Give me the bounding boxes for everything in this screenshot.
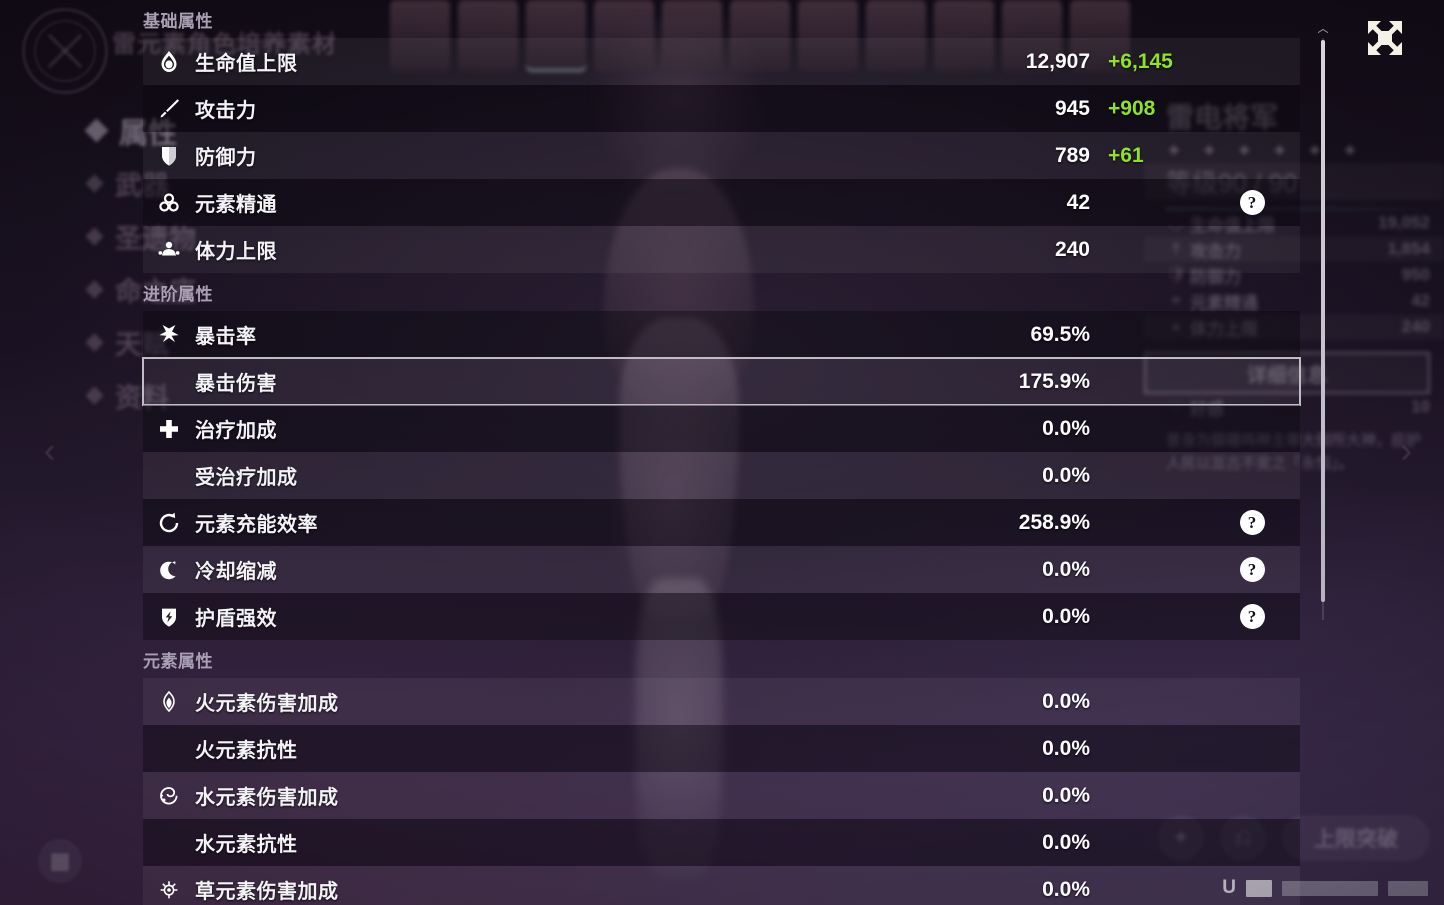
help-icon[interactable]: ? — [1239, 510, 1265, 535]
stat-row-crit-dmg[interactable]: 暴击伤害 175.9% ? — [142, 357, 1301, 406]
shield-icon — [143, 143, 195, 169]
stat-row-dendro-dmg-bonus[interactable]: 草元素伤害加成 0.0% ? — [143, 866, 1300, 905]
stat-value: 0.0% — [1042, 416, 1090, 440]
stat-value: 0.0% — [1042, 604, 1090, 628]
stat-row-shield-strength[interactable]: 护盾强效 0.0% ? — [143, 593, 1300, 640]
stat-row-elemental-mastery[interactable]: 元素精通 42 ? — [143, 179, 1300, 226]
help-icon[interactable]: ? — [1239, 190, 1265, 215]
dendro-icon — [143, 877, 195, 903]
section-header-elemental: 元素属性 — [143, 651, 213, 671]
stat-label: 暴击伤害 — [195, 373, 277, 395]
stat-value: 42 — [1066, 190, 1090, 214]
stats-detail-panel: 基础属性 生命值上限 12,907 +6,145 ? 攻击力 945 +908 … — [0, 11, 1310, 905]
stat-value: 0.0% — [1042, 689, 1090, 713]
stat-rows-base: 生命值上限 12,907 +6,145 ? 攻击力 945 +908 ? 防御力… — [0, 38, 1310, 273]
expand-close-icon[interactable] — [1364, 17, 1406, 59]
stat-row-energy-recharge[interactable]: 元素充能效率 258.9% ? — [143, 499, 1300, 546]
stat-bonus: +6,145 — [1108, 49, 1173, 73]
stat-bonus: +61 — [1108, 143, 1144, 167]
stat-row-healing-bonus[interactable]: 治疗加成 0.0% ? — [143, 405, 1300, 452]
stat-value: 0.0% — [1042, 557, 1090, 581]
stat-value: 0.0% — [1042, 783, 1090, 807]
stat-row-atk[interactable]: 攻击力 945 +908 ? — [143, 85, 1300, 132]
stat-label: 火元素伤害加成 — [195, 693, 339, 715]
stat-row-stamina[interactable]: 体力上限 240 ? — [143, 226, 1300, 273]
stat-row-pyro-dmg-bonus[interactable]: 火元素伤害加成 0.0% ? — [143, 678, 1300, 725]
stat-label: 水元素抗性 — [195, 834, 298, 856]
stat-rows-elemental: 火元素伤害加成 0.0% ? 火元素抗性 0.0% ? 水元素伤害加成 0.0%… — [0, 678, 1310, 905]
scroll-up-arrow-icon[interactable]: ︿ — [1317, 23, 1329, 35]
stat-value: 69.5% — [1030, 322, 1090, 346]
stat-rows-advanced: 暴击率 69.5% ? 暴击伤害 175.9% ? 治疗加成 0.0% ? — [0, 311, 1310, 640]
sword-icon — [143, 96, 195, 122]
stat-row-crit-rate[interactable]: 暴击率 69.5% ? — [143, 311, 1300, 358]
stat-label: 护盾强效 — [195, 608, 277, 630]
scrollbar[interactable]: ︿ — [1316, 24, 1330, 620]
pyro-icon — [143, 689, 195, 715]
stat-label: 体力上限 — [195, 241, 277, 263]
section-header-advanced: 进阶属性 — [143, 284, 213, 304]
stat-label: 暴击率 — [195, 326, 257, 348]
stat-value: 0.0% — [1042, 830, 1090, 854]
scrollbar-thumb[interactable] — [1321, 40, 1325, 602]
stat-label: 冷却缩减 — [195, 561, 277, 583]
help-icon[interactable]: ? — [1239, 604, 1265, 629]
stat-value: 240 — [1054, 237, 1090, 261]
stat-label: 受治疗加成 — [195, 467, 298, 489]
shield-str-icon — [143, 604, 195, 630]
stat-label: 防御力 — [195, 147, 257, 169]
stat-value: 0.0% — [1042, 877, 1090, 901]
hydro-icon — [143, 783, 195, 809]
stamina-icon — [143, 237, 195, 263]
stat-label: 元素充能效率 — [195, 514, 318, 536]
stat-value: 12,907 — [1025, 49, 1090, 73]
stat-value: 789 — [1054, 143, 1090, 167]
stat-value: 0.0% — [1042, 463, 1090, 487]
hp-drop-icon — [143, 49, 195, 75]
stat-row-incoming-healing[interactable]: 受治疗加成 0.0% ? — [143, 452, 1300, 499]
stat-label: 水元素伤害加成 — [195, 787, 339, 809]
stat-value: 175.9% — [1018, 369, 1090, 393]
stat-value: 945 — [1054, 96, 1090, 120]
stat-bonus: +908 — [1108, 96, 1156, 120]
crit-rate-icon — [143, 322, 195, 348]
stat-value: 0.0% — [1042, 736, 1090, 760]
stat-row-pyro-res[interactable]: 火元素抗性 0.0% ? — [143, 725, 1300, 772]
section-header-base: 基础属性 — [143, 11, 213, 31]
stat-label: 生命值上限 — [195, 53, 298, 75]
cooldown-icon — [143, 557, 195, 583]
stat-row-hydro-res[interactable]: 水元素抗性 0.0% ? — [143, 819, 1300, 866]
stat-row-cooldown-reduction[interactable]: 冷却缩减 0.0% ? — [143, 546, 1300, 593]
help-icon[interactable]: ? — [1239, 557, 1265, 582]
stat-value: 258.9% — [1018, 510, 1090, 534]
stat-row-hydro-dmg-bonus[interactable]: 水元素伤害加成 0.0% ? — [143, 772, 1300, 819]
stat-label: 元素精通 — [195, 194, 277, 216]
stat-label: 火元素抗性 — [195, 740, 298, 762]
healing-icon — [143, 416, 195, 442]
mastery-icon — [143, 190, 195, 216]
stat-row-def[interactable]: 防御力 789 +61 ? — [143, 132, 1300, 179]
stat-label: 治疗加成 — [195, 420, 277, 442]
stat-row-hp[interactable]: 生命值上限 12,907 +6,145 ? — [143, 38, 1300, 85]
recharge-icon — [143, 510, 195, 536]
stat-label: 草元素伤害加成 — [195, 881, 339, 903]
stat-label: 攻击力 — [195, 100, 257, 122]
